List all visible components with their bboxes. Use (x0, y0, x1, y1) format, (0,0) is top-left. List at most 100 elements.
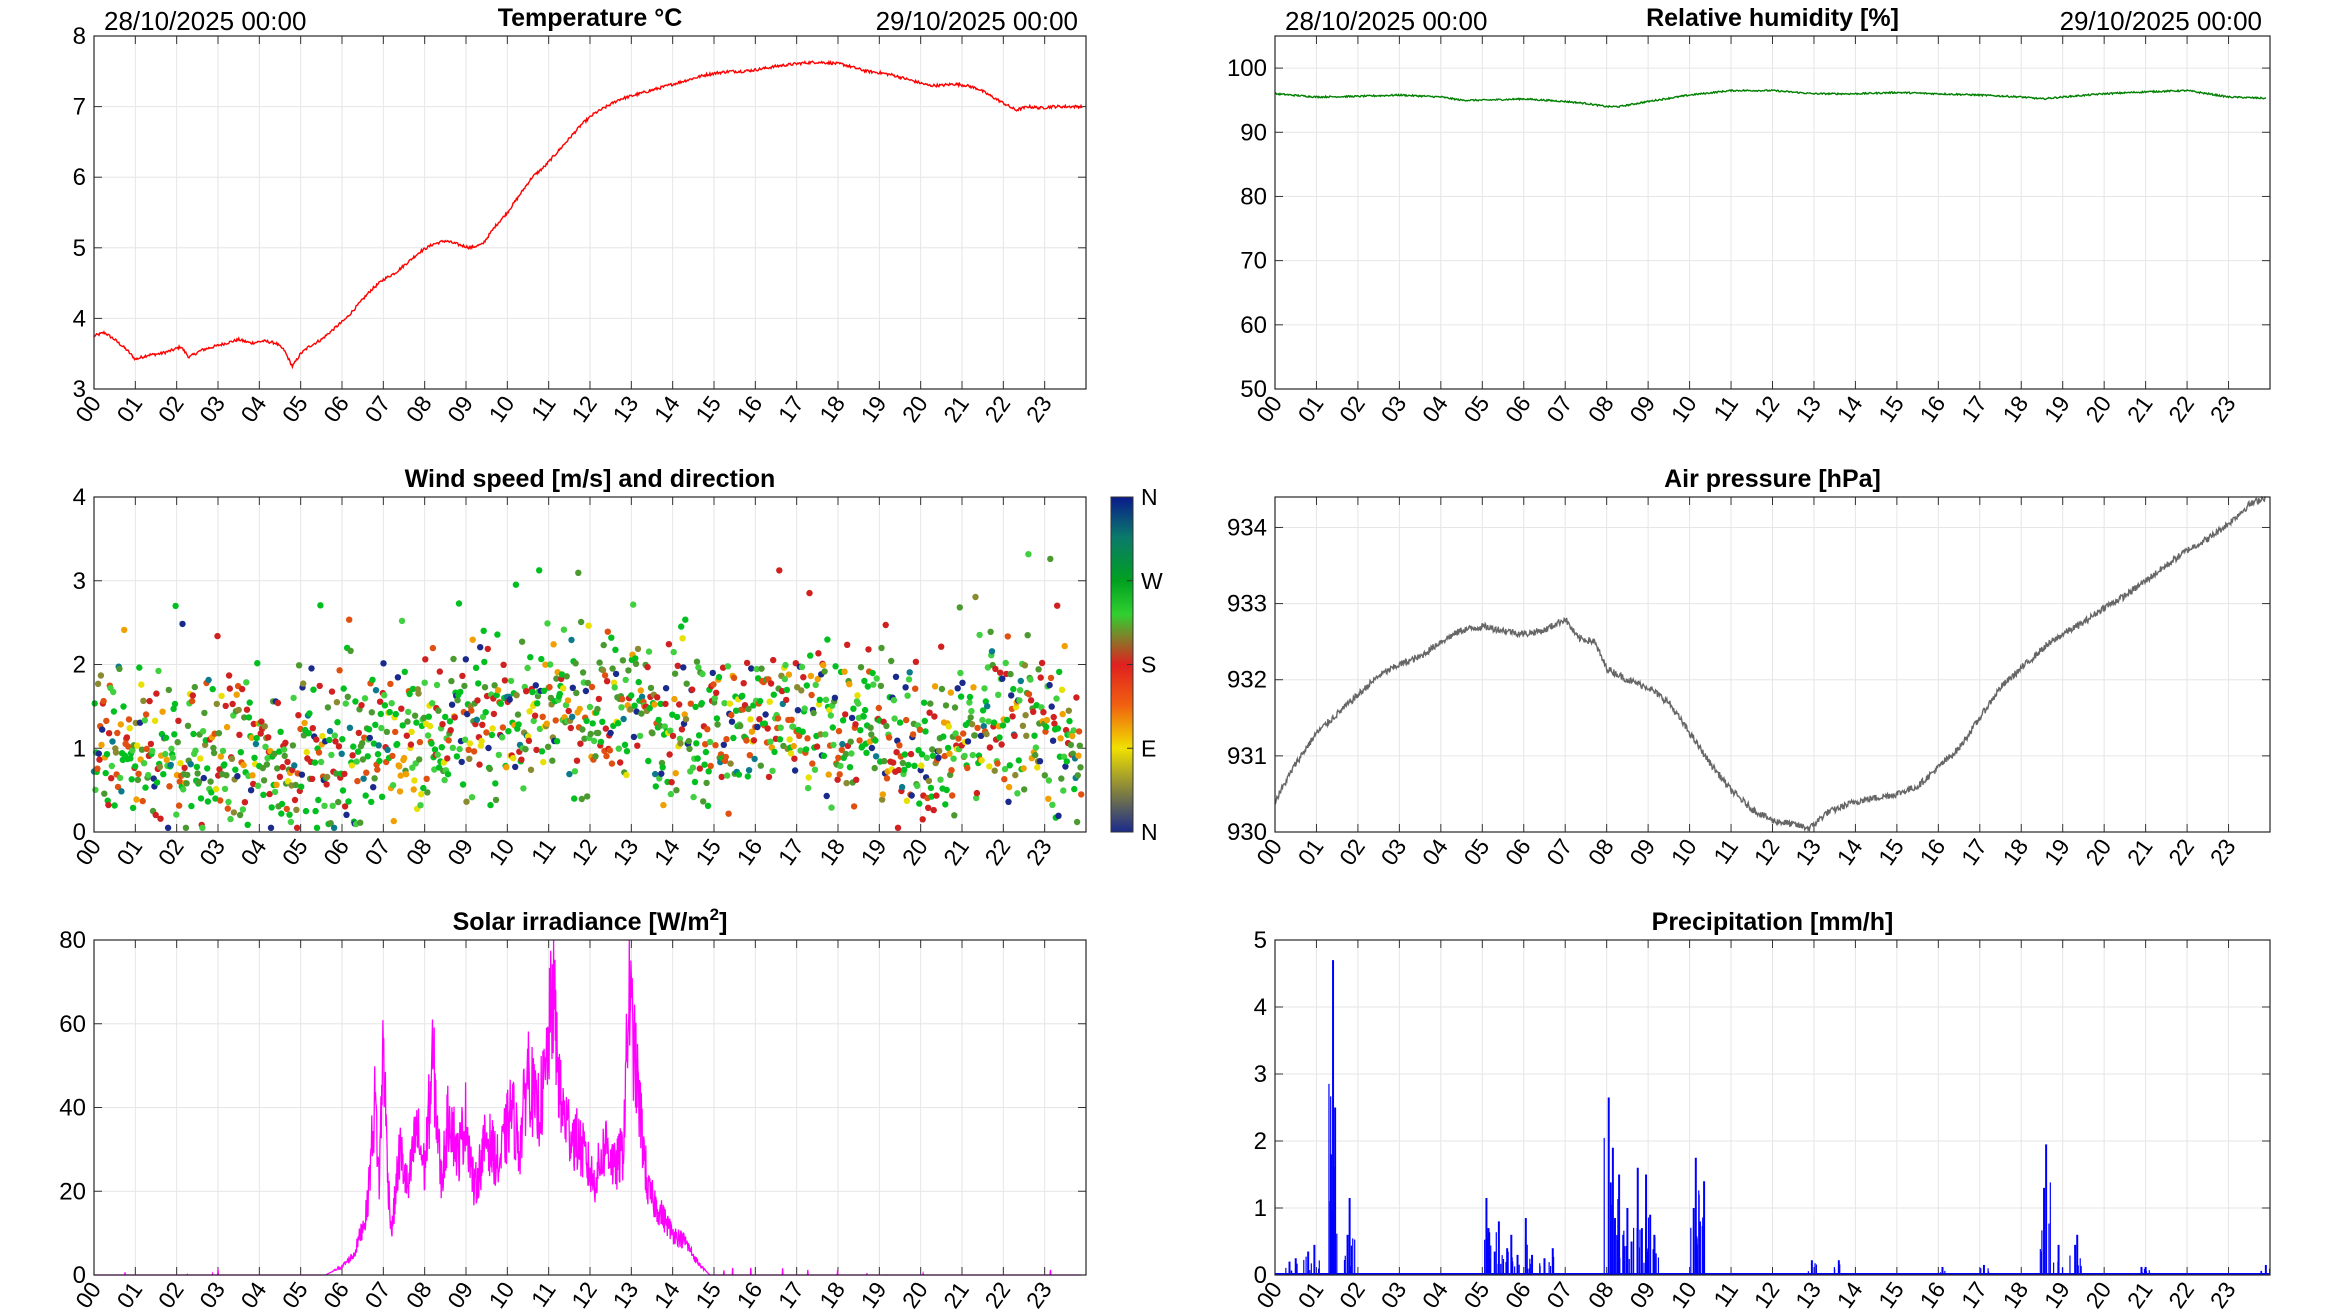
wind-point (544, 620, 551, 627)
wind-point (871, 764, 878, 772)
wind-point (929, 752, 937, 759)
wind-point (549, 757, 556, 764)
wind-point (265, 734, 272, 741)
wind-point (480, 627, 487, 634)
wind-point (1015, 757, 1022, 764)
x-tick-label: 11 (526, 391, 561, 425)
wind-point (377, 710, 384, 718)
x-tick-label: 18 (814, 1277, 850, 1313)
wind-point (481, 684, 489, 691)
wind-point (820, 661, 827, 669)
wind-point (523, 688, 530, 695)
wind-point (588, 683, 596, 691)
wind-point (180, 786, 187, 793)
x-tick-label: 23 (1021, 1277, 1057, 1313)
wind-point (303, 748, 310, 756)
wind-point (172, 602, 179, 610)
wind-point (951, 704, 959, 711)
wind-point (587, 730, 594, 738)
x-tick-label: 03 (194, 1277, 230, 1313)
wind-point (204, 798, 212, 805)
wind-point (585, 622, 592, 629)
x-tick-label: 15 (690, 1277, 726, 1313)
wind-point (444, 771, 452, 778)
wind-point (820, 752, 828, 759)
wind-point (906, 669, 913, 676)
wind-point (1038, 659, 1046, 667)
wind-point (669, 711, 676, 718)
wind-point (208, 789, 215, 796)
wind-point (102, 769, 109, 777)
chart-title-text: Air pressure [hPa] (1664, 465, 1881, 493)
wind-point (599, 666, 607, 674)
axes-border (1274, 939, 2271, 1276)
wind-point (744, 773, 751, 780)
wind-point (346, 724, 354, 731)
wind-point (991, 767, 998, 774)
y-tick-label: 932 (1227, 667, 1267, 694)
wind-point (251, 754, 258, 761)
wind-point (449, 744, 456, 751)
x-tick-label: 02 (1334, 1277, 1370, 1313)
wind-point (706, 738, 714, 746)
wind-point (291, 762, 298, 769)
temperature-series-line (93, 59, 1083, 370)
wind-point (435, 707, 442, 714)
wind-point (116, 774, 124, 782)
wind-point (787, 750, 795, 757)
wind-point (488, 731, 496, 739)
x-tick-label: 04 (235, 1277, 271, 1313)
axes-border (1274, 35, 2271, 390)
wind-point (673, 713, 681, 721)
wind-point (319, 732, 326, 740)
x-tick-label: 09 (442, 834, 478, 870)
wind-point (921, 717, 928, 725)
chart-title-end: ] (719, 908, 727, 936)
wind-point (295, 712, 302, 719)
wind-point (394, 740, 401, 748)
wind-point (916, 800, 923, 807)
wind-point (842, 750, 850, 758)
wind-point (776, 567, 783, 574)
wind-point (428, 740, 435, 747)
wind-point (603, 678, 611, 685)
wind-point (540, 758, 547, 766)
wind-point (908, 792, 915, 799)
wind-point (925, 777, 933, 785)
wind-point (311, 759, 319, 766)
wind-point (954, 685, 961, 692)
wind-point (128, 776, 135, 783)
wind-point (540, 687, 548, 694)
x-tick-label: 06 (1500, 1277, 1536, 1313)
wind-point (968, 707, 975, 715)
wind-point (378, 724, 385, 732)
x-tick-label: 18 (814, 391, 850, 427)
wind-point (284, 758, 291, 766)
wind-point (652, 770, 659, 778)
wind-point (944, 744, 952, 752)
y-tick-label: 8 (73, 23, 86, 50)
wind-point (417, 802, 424, 809)
wind-point (912, 658, 920, 665)
wind-point (108, 762, 116, 770)
wind-point (916, 726, 924, 733)
wind-point (193, 763, 201, 771)
wind-point (485, 744, 492, 752)
wind-point (927, 700, 934, 707)
wind-point (724, 772, 731, 779)
x-tick-label: 22 (979, 391, 1015, 427)
wind-point (977, 732, 985, 739)
wind-point (315, 796, 322, 804)
wind-point (293, 824, 301, 831)
wind-point (495, 751, 502, 759)
wind-point (770, 691, 777, 698)
wind-point (933, 792, 940, 799)
x-tick-label: 06 (1500, 391, 1536, 427)
y-tick-label: 20 (59, 1178, 86, 1205)
wind-point (560, 626, 568, 633)
y-tick-label: 3 (73, 568, 86, 595)
wind-point (466, 740, 474, 747)
wind-point (893, 749, 900, 756)
wind-point (170, 705, 177, 712)
wind-point (241, 714, 248, 721)
